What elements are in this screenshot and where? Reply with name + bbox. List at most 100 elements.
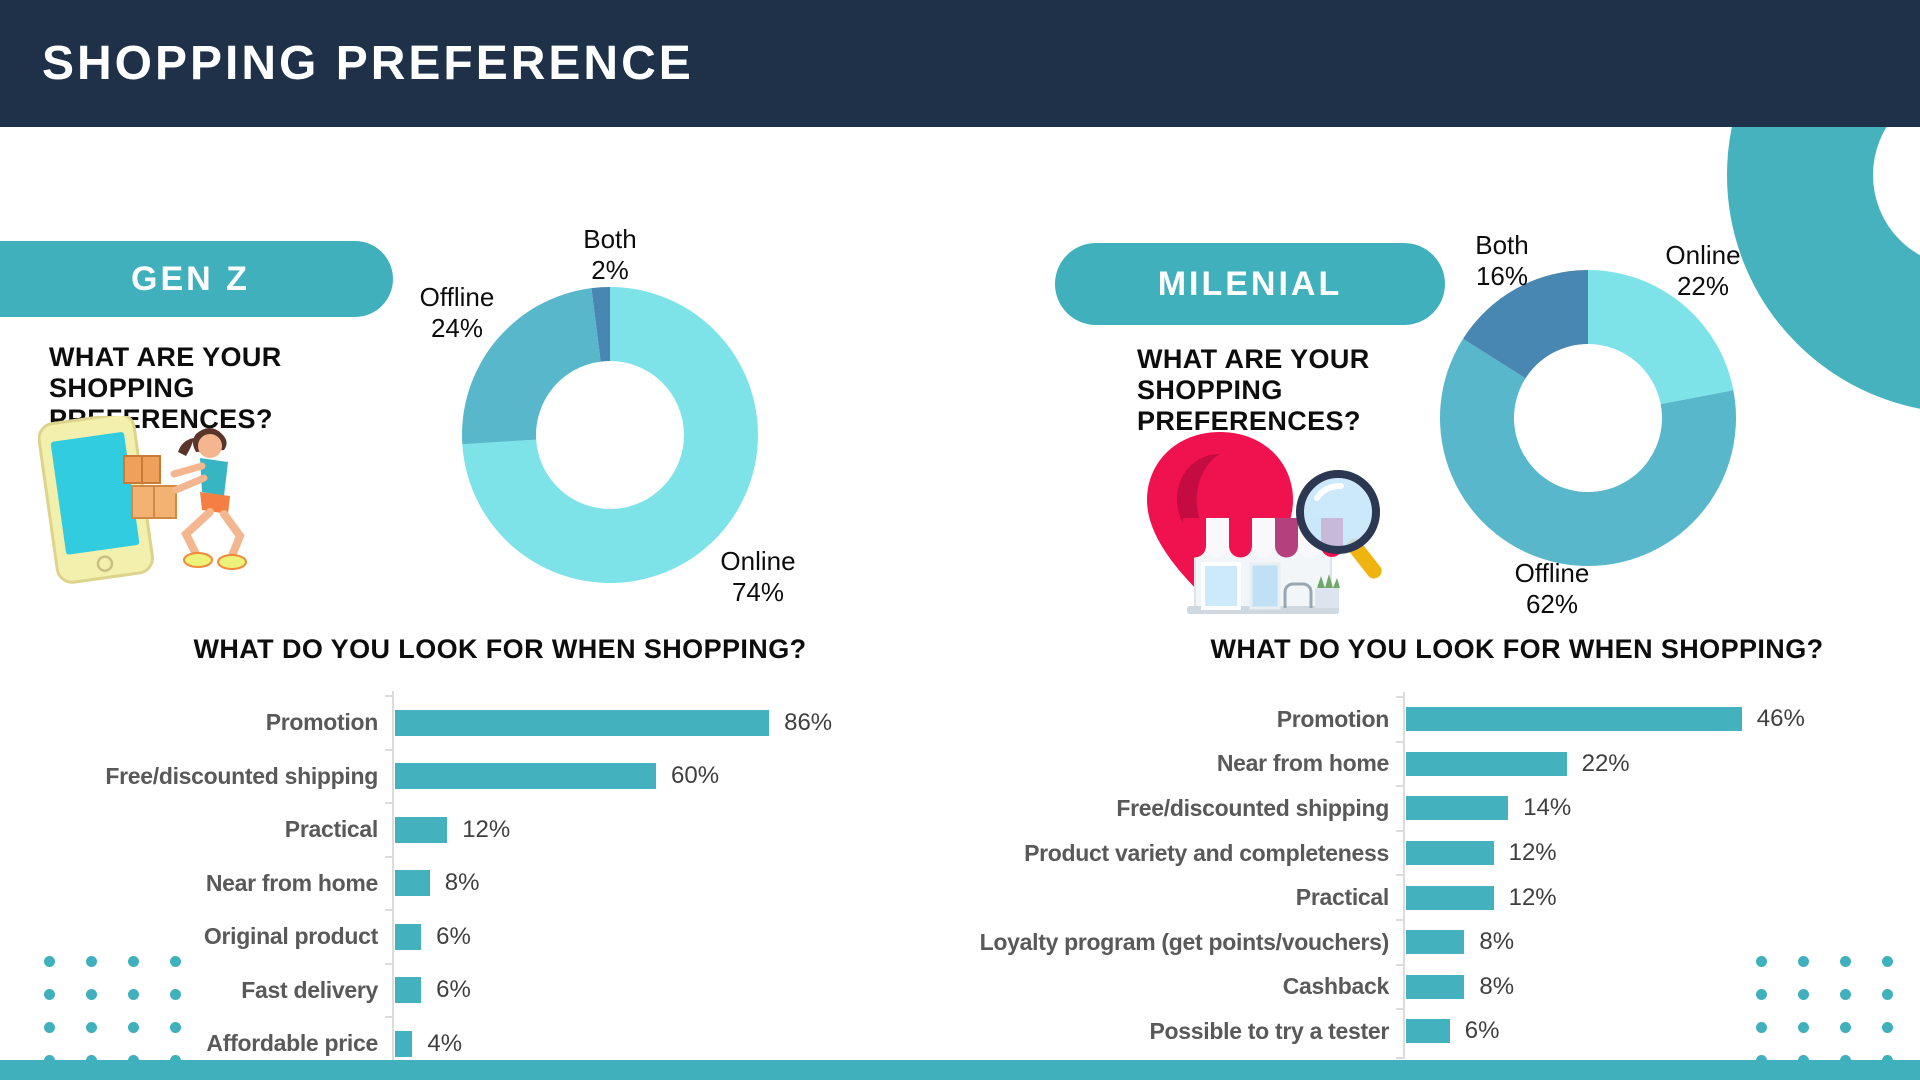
bar bbox=[395, 870, 430, 897]
bar-cell: 12% bbox=[1403, 831, 1895, 876]
bar-value-label: 12% bbox=[462, 815, 511, 843]
bar-cell: 46% bbox=[1403, 697, 1895, 742]
bar-cell: 60% bbox=[392, 750, 900, 804]
bar-cell: 8% bbox=[1403, 920, 1895, 965]
bar-row: Fast delivery 6% bbox=[30, 962, 900, 1018]
milenial-preferences-donut-chart bbox=[1440, 270, 1736, 566]
bar-category-label: Near from home bbox=[1216, 750, 1389, 777]
genz-preferences-donut-chart bbox=[462, 287, 758, 583]
donut-slice-online bbox=[462, 287, 758, 583]
bar-row: Practical 12% bbox=[30, 802, 900, 857]
dot bbox=[1756, 1022, 1767, 1033]
bar bbox=[395, 709, 770, 736]
bar-value-label: 4% bbox=[427, 1029, 463, 1057]
magnifier-icon bbox=[1296, 470, 1382, 579]
bar-category-label: Practical bbox=[1295, 884, 1390, 911]
bar-row: Original product 6% bbox=[30, 909, 900, 964]
bar bbox=[395, 763, 656, 790]
bar-cell: 6% bbox=[392, 910, 900, 964]
dot bbox=[1840, 956, 1851, 967]
bar-category-label: Promotion bbox=[1276, 705, 1390, 732]
bar-row: Possible to try a tester 6% bbox=[935, 1008, 1895, 1054]
bar-category-label: Original product bbox=[203, 923, 378, 950]
dot bbox=[1756, 956, 1767, 967]
bar bbox=[1406, 751, 1567, 776]
donut-label-genz-offline: Offline 24% bbox=[419, 282, 495, 343]
dot bbox=[128, 1022, 139, 1033]
bar-row: Cashback 8% bbox=[935, 963, 1895, 1010]
bar-row: Product variety and completeness 12% bbox=[935, 829, 1895, 876]
milenial-bars-heading: WHAT DO YOU LOOK FOR WHEN SHOPPING? bbox=[1210, 634, 1824, 664]
dot bbox=[1882, 1022, 1893, 1033]
bar-row: Near from home 8% bbox=[30, 855, 900, 911]
dot bbox=[1798, 1022, 1809, 1033]
bottom-strip-decoration bbox=[0, 1060, 1920, 1080]
milenial-badge-label: MILENIAL bbox=[1157, 264, 1343, 303]
dot bbox=[170, 956, 181, 967]
package-boxes-icon bbox=[123, 455, 177, 519]
bar-cell: 8% bbox=[1403, 965, 1895, 1010]
bar-row: Near from home 22% bbox=[935, 740, 1895, 787]
bar-category-label: Promotion bbox=[265, 709, 379, 736]
dot bbox=[44, 956, 55, 967]
genz-preferences-question: WHAT ARE YOUR SHOPPING PREFERENCES? bbox=[49, 342, 282, 434]
dot bbox=[86, 956, 97, 967]
bar-row: Loyalty program (get points/vouchers) 8% bbox=[935, 918, 1895, 965]
bar-cell: 86% bbox=[392, 696, 900, 750]
bar-category-label: Near from home bbox=[205, 869, 378, 896]
milenial-bar-chart: Promotion 46% Near from home 22% Free/discou… bbox=[935, 692, 1895, 1059]
bar-cell: 14% bbox=[1403, 786, 1895, 831]
donut-slice-online bbox=[1588, 270, 1734, 405]
milenial-preferences-question: WHAT ARE YOUR SHOPPING PREFERENCES? bbox=[1137, 344, 1370, 436]
dot-grid-decoration-right bbox=[1756, 956, 1893, 1066]
bar-category-label: Free/discounted shipping bbox=[105, 762, 378, 789]
dot bbox=[86, 1022, 97, 1033]
dot bbox=[1798, 956, 1809, 967]
bar-category-label: Possible to try a tester bbox=[1149, 1017, 1390, 1044]
bar-value-label: 12% bbox=[1508, 883, 1557, 911]
milenial-store-illustration bbox=[1147, 432, 1382, 614]
bar-value-label: 22% bbox=[1581, 749, 1630, 777]
bar bbox=[395, 923, 422, 950]
bar-row: Practical 12% bbox=[935, 874, 1895, 920]
bar-value-label: 60% bbox=[671, 762, 720, 790]
bar bbox=[1406, 885, 1494, 910]
bar bbox=[1406, 930, 1465, 955]
dot bbox=[1882, 989, 1893, 1000]
bar-value-label: 8% bbox=[444, 869, 480, 897]
donut-slice-offline bbox=[462, 288, 601, 445]
header: SHOPPING PREFERENCE bbox=[0, 0, 1920, 127]
bar-category-label: Fast delivery bbox=[241, 976, 378, 1003]
bar-value-label: 14% bbox=[1523, 794, 1572, 822]
bar-value-label: 8% bbox=[1479, 972, 1515, 1000]
bar bbox=[1406, 841, 1494, 866]
dot bbox=[128, 989, 139, 1000]
bar-category-label: Practical bbox=[284, 816, 379, 843]
bar-category-label: Free/discounted shipping bbox=[1116, 794, 1389, 821]
donut-label-milenial-both: Both 16% bbox=[1475, 230, 1529, 291]
bar bbox=[1406, 974, 1465, 999]
donut-label-genz-online: Online 74% bbox=[720, 546, 796, 607]
dot bbox=[86, 989, 97, 1000]
bar-cell: 8% bbox=[392, 857, 900, 911]
bar-category-label: Loyalty program (get points/vouchers) bbox=[979, 928, 1390, 955]
bar-value-label: 8% bbox=[1479, 928, 1515, 956]
donut-label-milenial-offline: Offline 62% bbox=[1514, 558, 1590, 619]
bar-cell: 12% bbox=[392, 803, 900, 857]
bar-row: Promotion 86% bbox=[30, 695, 900, 750]
dot bbox=[44, 989, 55, 1000]
dot bbox=[170, 989, 181, 1000]
bar bbox=[395, 1030, 413, 1057]
bar bbox=[395, 977, 422, 1004]
genz-online-shopping-illustration bbox=[38, 416, 247, 584]
bar-row: Promotion 46% bbox=[935, 696, 1895, 742]
page-title: SHOPPING PREFERENCE bbox=[42, 37, 694, 90]
donut-label-genz-both: Both 2% bbox=[583, 224, 637, 285]
dot bbox=[1840, 989, 1851, 1000]
bar bbox=[395, 816, 448, 843]
bar-row: Free/discounted shipping 60% bbox=[30, 748, 900, 804]
bar-value-label: 6% bbox=[436, 922, 471, 950]
genz-badge: GEN Z bbox=[0, 241, 393, 317]
dot bbox=[44, 1022, 55, 1033]
